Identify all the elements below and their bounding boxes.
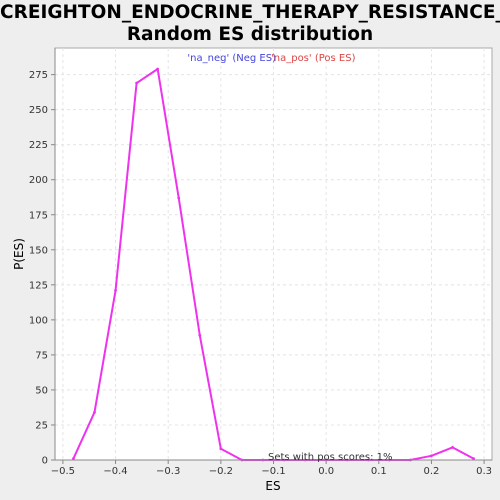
legend-pos-label: 'na_pos' (Pos ES) bbox=[271, 53, 356, 64]
y-tick-label: 25 bbox=[35, 420, 48, 431]
y-tick-label: 225 bbox=[29, 140, 48, 151]
data-point bbox=[198, 333, 202, 337]
grid-lines bbox=[55, 48, 492, 461]
x-tick-label: 0.2 bbox=[423, 466, 439, 477]
data-point bbox=[472, 457, 475, 460]
x-tick-label: −0.3 bbox=[156, 466, 180, 477]
data-point bbox=[177, 196, 181, 200]
y-tick-label: 75 bbox=[35, 350, 48, 361]
y-tick-label: 250 bbox=[29, 105, 48, 116]
y-tick-label: 125 bbox=[29, 280, 48, 291]
y-tick-label: 175 bbox=[29, 210, 48, 221]
x-tick-label: 0.0 bbox=[318, 466, 334, 477]
data-point bbox=[430, 454, 433, 458]
chart-title-line-1: CREIGHTON_ENDOCRINE_THERAPY_RESISTANCE_2… bbox=[0, 2, 500, 23]
x-tick-label: 0.1 bbox=[371, 466, 387, 477]
x-tick-label: −0.5 bbox=[51, 466, 75, 477]
y-tick-label: 275 bbox=[29, 70, 48, 81]
data-point bbox=[219, 447, 223, 451]
x-tick-label: −0.4 bbox=[103, 466, 127, 477]
data-point bbox=[114, 289, 117, 292]
x-tick-label: −0.2 bbox=[209, 466, 233, 477]
data-point bbox=[93, 410, 96, 414]
data-point bbox=[156, 67, 160, 71]
x-tick-label: −0.1 bbox=[261, 466, 285, 477]
x-axis-label: ES bbox=[265, 479, 280, 493]
x-tick-label: 0.3 bbox=[476, 466, 492, 477]
y-tick-labels: 0 25 50 75 100 125 150 175 200 225 250 275 bbox=[29, 70, 48, 466]
chart-title-line-2: Random ES distribution bbox=[126, 24, 374, 45]
y-tick-label: 50 bbox=[35, 385, 48, 396]
legend-neg-label: 'na_neg' (Neg ES) bbox=[187, 53, 276, 64]
y-tick-label: 100 bbox=[29, 315, 48, 326]
y-tick-label: 0 bbox=[42, 456, 48, 467]
data-point bbox=[451, 445, 454, 449]
pos-scores-annotation: Sets with pos scores: 1% bbox=[268, 452, 393, 463]
data-point bbox=[72, 457, 75, 460]
y-tick-label: 200 bbox=[29, 175, 48, 186]
axes bbox=[51, 48, 492, 464]
chart-title: CREIGHTON_ENDOCRINE_THERAPY_RESISTANCE_2… bbox=[0, 2, 500, 46]
y-tick-label: 150 bbox=[29, 245, 48, 256]
y-axis-label: P(ES) bbox=[12, 238, 26, 270]
x-tick-labels: −0.5 −0.4 −0.3 −0.2 −0.1 0.0 0.1 0.2 0.3 bbox=[51, 466, 492, 477]
data-point bbox=[135, 81, 139, 85]
